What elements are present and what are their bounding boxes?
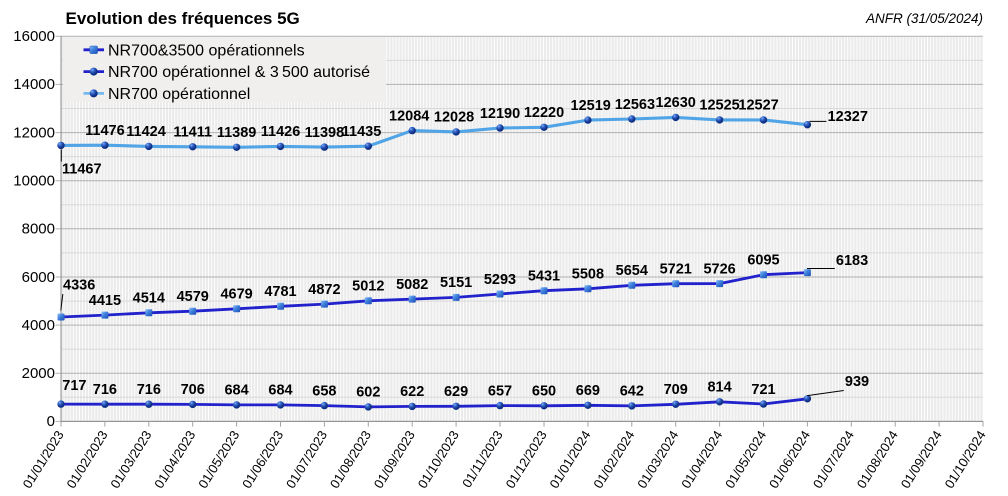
svg-text:12527: 12527	[738, 98, 778, 114]
svg-text:12190: 12190	[480, 106, 520, 122]
svg-text:01/08/2024: 01/08/2024	[854, 428, 901, 491]
svg-text:01/03/2024: 01/03/2024	[634, 428, 681, 491]
svg-text:6183: 6183	[836, 253, 868, 269]
svg-text:4336: 4336	[63, 277, 95, 293]
svg-text:5012: 5012	[352, 279, 384, 295]
svg-text:4000: 4000	[22, 317, 55, 334]
svg-text:11435: 11435	[342, 124, 382, 140]
svg-text:12327: 12327	[828, 109, 868, 125]
svg-text:11389: 11389	[217, 125, 257, 141]
svg-text:12084: 12084	[389, 108, 429, 124]
svg-text:01/10/2024: 01/10/2024	[942, 428, 989, 491]
svg-text:10000: 10000	[13, 173, 55, 190]
svg-text:01/05/2024: 01/05/2024	[722, 428, 769, 491]
svg-text:01/07/2023: 01/07/2023	[283, 428, 330, 491]
svg-text:01/09/2023: 01/09/2023	[371, 428, 418, 491]
svg-text:709: 709	[664, 382, 688, 398]
svg-text:12220: 12220	[524, 105, 564, 121]
svg-text:01/01/2024: 01/01/2024	[546, 428, 593, 491]
svg-text:602: 602	[356, 385, 380, 401]
svg-text:622: 622	[400, 384, 424, 400]
svg-text:12630: 12630	[656, 95, 696, 111]
svg-text:Evolution des fréquences 5G: Evolution des fréquences 5G	[66, 9, 300, 28]
svg-text:01/01/2023: 01/01/2023	[20, 428, 67, 491]
svg-text:ANFR (31/05/2024): ANFR (31/05/2024)	[865, 11, 983, 26]
svg-text:4415: 4415	[89, 293, 121, 309]
svg-text:11467: 11467	[62, 162, 102, 178]
svg-text:4579: 4579	[177, 289, 209, 305]
svg-text:716: 716	[93, 382, 117, 398]
svg-text:684: 684	[224, 383, 248, 399]
svg-text:11424: 11424	[126, 124, 166, 140]
svg-text:01/02/2024: 01/02/2024	[590, 428, 637, 491]
svg-text:4679: 4679	[220, 287, 252, 303]
svg-text:01/04/2023: 01/04/2023	[151, 428, 198, 491]
svg-text:16000: 16000	[13, 28, 55, 45]
svg-text:01/02/2023: 01/02/2023	[63, 428, 110, 491]
svg-text:5431: 5431	[528, 269, 560, 285]
svg-text:642: 642	[620, 384, 644, 400]
svg-text:01/08/2023: 01/08/2023	[327, 428, 374, 491]
svg-text:4872: 4872	[308, 282, 340, 298]
svg-text:NR700&3500 opérationnels: NR700&3500 opérationnels	[108, 42, 305, 59]
svg-text:5151: 5151	[440, 275, 472, 291]
svg-text:01/04/2024: 01/04/2024	[678, 428, 725, 491]
svg-text:12000: 12000	[13, 124, 55, 141]
svg-text:6000: 6000	[22, 269, 55, 286]
svg-text:4514: 4514	[133, 291, 165, 307]
svg-text:01/09/2024: 01/09/2024	[898, 428, 945, 491]
svg-text:11426: 11426	[261, 124, 301, 140]
svg-text:01/12/2023: 01/12/2023	[503, 428, 550, 491]
svg-text:12519: 12519	[571, 98, 611, 114]
svg-text:2000: 2000	[22, 365, 55, 382]
svg-text:01/06/2023: 01/06/2023	[239, 428, 286, 491]
svg-text:01/11/2023: 01/11/2023	[459, 428, 506, 490]
svg-text:814: 814	[707, 380, 731, 396]
svg-text:01/06/2024: 01/06/2024	[766, 428, 813, 491]
svg-text:11398: 11398	[305, 125, 345, 141]
svg-text:01/03/2023: 01/03/2023	[107, 428, 154, 491]
svg-text:01/10/2023: 01/10/2023	[415, 428, 462, 491]
svg-text:939: 939	[845, 374, 869, 390]
svg-text:5721: 5721	[660, 262, 692, 278]
svg-text:5293: 5293	[484, 272, 516, 288]
svg-text:650: 650	[532, 384, 556, 400]
svg-text:5726: 5726	[703, 261, 735, 277]
svg-text:657: 657	[488, 383, 512, 399]
svg-text:11476: 11476	[85, 123, 125, 139]
svg-text:12525: 12525	[699, 98, 739, 114]
svg-text:11411: 11411	[173, 125, 212, 141]
svg-text:01/05/2023: 01/05/2023	[195, 428, 242, 491]
svg-text:716: 716	[137, 382, 161, 398]
svg-text:658: 658	[312, 383, 336, 399]
svg-text:NR700 opérationnel & 3 500 aut: NR700 opérationnel & 3 500 autorisé	[108, 64, 370, 81]
svg-text:669: 669	[576, 383, 600, 399]
svg-text:6095: 6095	[747, 253, 779, 269]
svg-text:0: 0	[47, 413, 55, 430]
svg-text:12028: 12028	[434, 110, 474, 126]
svg-text:4781: 4781	[264, 284, 296, 300]
svg-text:717: 717	[62, 378, 86, 394]
svg-text:5508: 5508	[572, 267, 604, 283]
svg-text:5082: 5082	[396, 277, 428, 293]
svg-text:01/07/2024: 01/07/2024	[810, 428, 857, 491]
svg-text:629: 629	[444, 384, 468, 400]
svg-text:5654: 5654	[616, 263, 648, 279]
svg-text:721: 721	[751, 382, 775, 398]
svg-text:NR700 opérationnel: NR700 opérationnel	[108, 86, 250, 103]
svg-text:14000: 14000	[13, 76, 55, 93]
svg-text:684: 684	[268, 383, 292, 399]
svg-text:8000: 8000	[22, 221, 55, 238]
svg-text:12563: 12563	[615, 97, 655, 113]
svg-text:706: 706	[181, 382, 205, 398]
